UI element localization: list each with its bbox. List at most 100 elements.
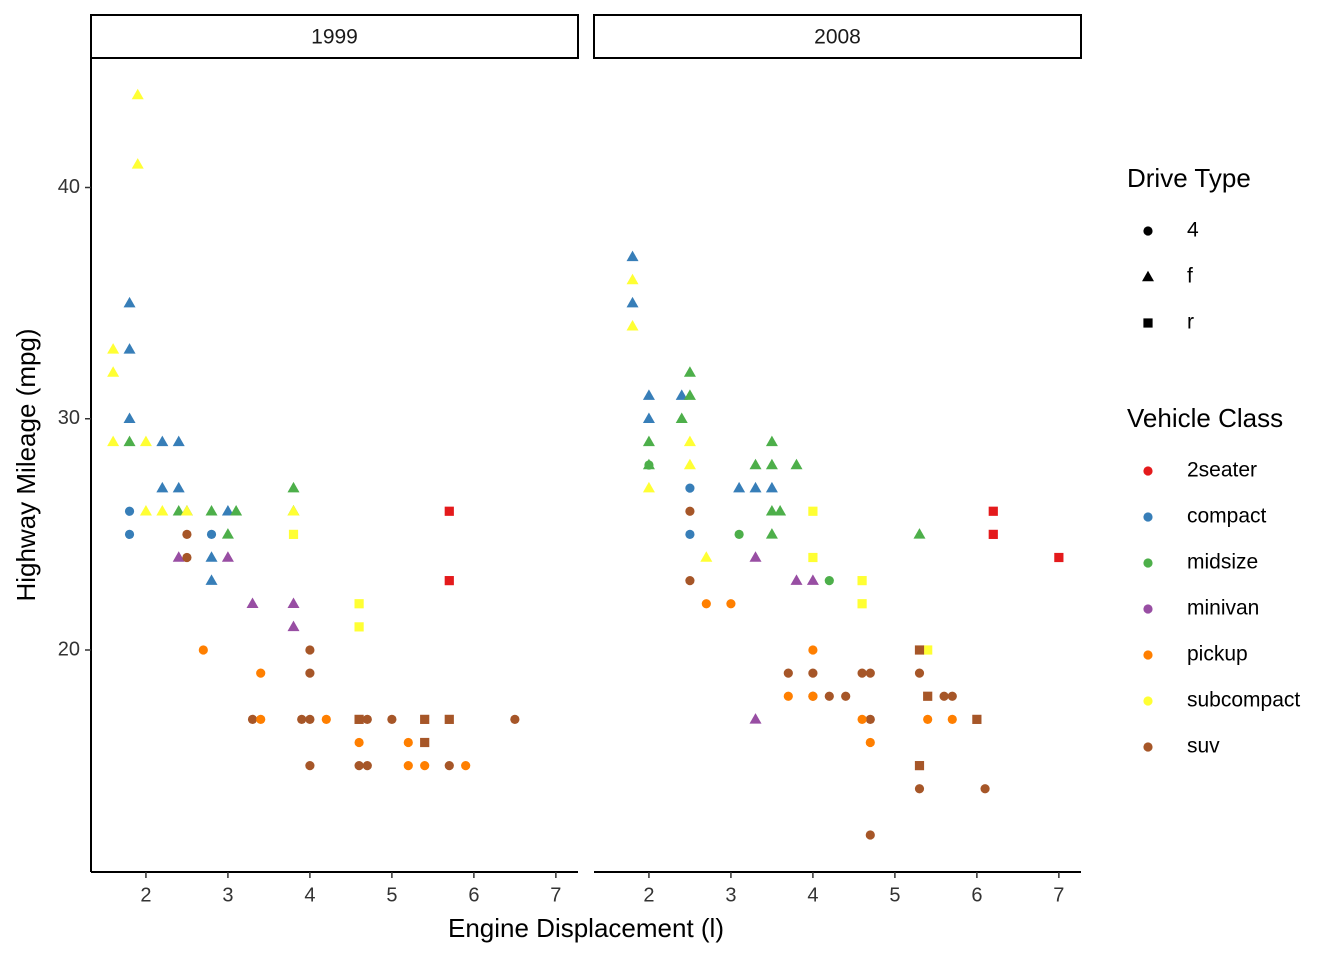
legend-key	[1143, 318, 1153, 328]
point	[988, 506, 998, 516]
point	[765, 505, 778, 516]
point	[988, 529, 998, 539]
x-tick-label: 5	[386, 884, 397, 906]
point	[642, 389, 655, 400]
point	[824, 691, 834, 701]
point	[808, 506, 818, 516]
point	[206, 529, 217, 539]
legend-label: 4	[1187, 219, 1199, 242]
y-tick-label: 20	[58, 638, 80, 660]
y-tick-label: 30	[58, 407, 80, 429]
point	[172, 481, 185, 493]
legend-title: Vehicle Class	[1127, 403, 1283, 433]
strip-label: 1999	[311, 26, 358, 49]
point	[287, 597, 300, 608]
point	[865, 737, 875, 748]
point	[685, 529, 695, 539]
point	[626, 296, 639, 308]
point	[305, 668, 315, 678]
point	[124, 529, 135, 539]
point	[685, 576, 695, 586]
legend-key	[1143, 512, 1153, 522]
strip	[593, 14, 1082, 59]
point	[354, 737, 364, 748]
point	[354, 599, 364, 609]
point	[939, 691, 949, 701]
point	[230, 505, 243, 516]
x-tick-label: 2	[643, 884, 654, 906]
point	[913, 528, 926, 539]
point	[923, 691, 933, 701]
point	[305, 645, 315, 655]
point	[131, 158, 144, 169]
point	[865, 714, 875, 724]
point	[247, 714, 258, 724]
point	[403, 761, 413, 771]
point	[256, 714, 266, 724]
point	[444, 714, 454, 724]
point	[172, 505, 185, 516]
point	[246, 597, 259, 608]
point	[765, 435, 778, 447]
point	[806, 574, 819, 585]
point	[701, 599, 711, 609]
x-axis-title: Engine Displacement (l)	[448, 913, 724, 943]
legend-key	[1143, 696, 1153, 706]
x-tick-label: 3	[222, 884, 233, 906]
point	[444, 576, 454, 586]
point	[221, 528, 234, 539]
point	[675, 389, 688, 400]
point	[172, 551, 185, 562]
point	[914, 761, 925, 771]
legend-title: Drive Type	[1127, 163, 1251, 193]
point	[387, 714, 397, 724]
point	[107, 435, 120, 447]
legend-key	[1143, 558, 1153, 568]
point	[683, 366, 696, 377]
point	[914, 645, 925, 655]
legend-key	[1143, 226, 1153, 236]
point	[354, 622, 364, 632]
point	[642, 481, 655, 493]
point	[865, 830, 875, 840]
point	[354, 761, 364, 771]
legend-label: pickup	[1187, 643, 1248, 666]
legend-label: subcompact	[1187, 689, 1300, 712]
point	[287, 505, 300, 516]
point	[626, 320, 639, 331]
point	[124, 506, 135, 516]
point	[683, 458, 696, 470]
point	[683, 435, 696, 447]
point	[972, 714, 982, 724]
point	[354, 714, 364, 724]
point	[180, 505, 193, 516]
point	[205, 551, 218, 562]
point	[685, 483, 695, 493]
point	[726, 599, 736, 609]
point	[107, 343, 120, 354]
point	[765, 458, 778, 470]
point	[420, 761, 430, 771]
legend-label: compact	[1187, 505, 1267, 528]
point	[857, 576, 867, 586]
point	[642, 435, 655, 447]
point	[131, 88, 144, 100]
point	[783, 668, 793, 678]
point	[510, 714, 520, 724]
point	[914, 784, 925, 794]
point	[444, 506, 454, 516]
point	[841, 691, 851, 701]
point	[914, 668, 925, 678]
x-tick-label: 2	[140, 884, 151, 906]
legend-label: suv	[1187, 735, 1220, 758]
point	[221, 551, 234, 562]
point	[461, 761, 471, 771]
y-tick-label: 40	[58, 176, 80, 198]
point	[857, 714, 867, 724]
legend-key	[1143, 742, 1153, 752]
point	[139, 435, 152, 447]
x-tick-label: 6	[971, 884, 982, 906]
point	[123, 343, 136, 354]
x-tick-label: 6	[468, 884, 479, 906]
strip	[90, 14, 579, 59]
